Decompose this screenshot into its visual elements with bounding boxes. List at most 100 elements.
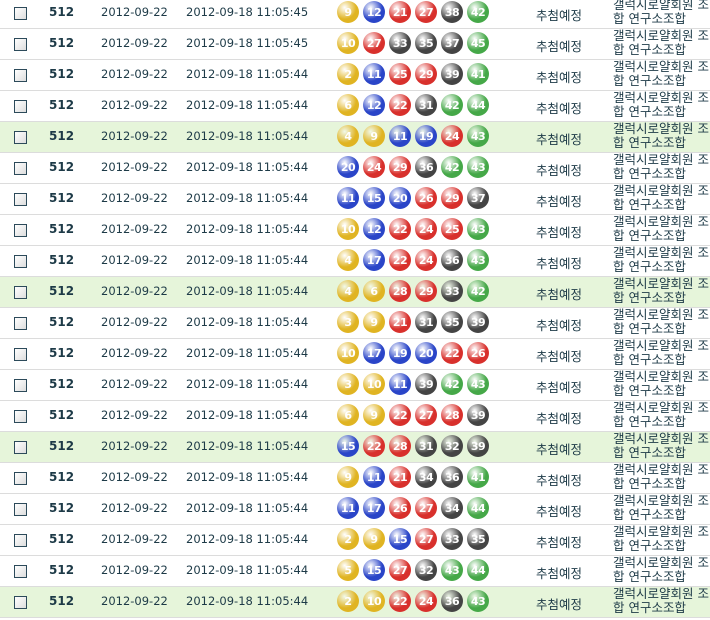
lottery-ball: 11: [337, 497, 359, 519]
lottery-ball: 35: [415, 32, 437, 54]
row-checkbox[interactable]: [14, 7, 27, 20]
draw-status: 추첨예정: [536, 597, 583, 612]
draw-status: 추첨예정: [536, 194, 583, 209]
lottery-ball: 4: [337, 280, 359, 302]
round-number: 512: [49, 98, 75, 112]
lottery-ball: 36: [441, 590, 463, 612]
table-row: 512 2012-09-22 2012-09-18 11:05:44 11 17 26 27…: [0, 494, 710, 525]
combination-name: 갤럭시로얄회원 조합 연구소조합: [613, 0, 709, 26]
created-datetime: 2012-09-18 11:05:44: [186, 98, 309, 112]
round-number: 512: [49, 160, 75, 174]
round-number: 512: [49, 67, 75, 81]
combination-name: 갤럭시로얄회원 조합 연구소조합: [613, 90, 709, 119]
draw-date: 2012-09-22: [101, 408, 168, 422]
draw-date: 2012-09-22: [101, 191, 168, 205]
lottery-ball: 31: [415, 94, 437, 116]
lottery-balls: 3 10 11 39 42 43: [337, 373, 489, 395]
lottery-ball: 15: [363, 187, 385, 209]
round-number: 512: [49, 5, 75, 19]
lottery-ball: 43: [467, 373, 489, 395]
row-checkbox[interactable]: [14, 565, 27, 578]
lottery-ball: 21: [389, 1, 411, 23]
lottery-ball: 15: [363, 559, 385, 581]
table-row: 512 2012-09-22 2012-09-18 11:05:44 15 22 28 31…: [0, 432, 710, 463]
row-checkbox[interactable]: [14, 255, 27, 268]
row-checkbox[interactable]: [14, 193, 27, 206]
table-row: 512 2012-09-22 2012-09-18 11:05:44 3 10 11 39 4…: [0, 370, 710, 401]
lottery-ball: 42: [441, 156, 463, 178]
table-row: 512 2012-09-22 2012-09-18 11:05:44 2 10 22 24 3…: [0, 587, 710, 618]
combination-name: 갤럭시로얄회원 조합 연구소조합: [613, 245, 709, 274]
row-checkbox[interactable]: [14, 410, 27, 423]
created-datetime: 2012-09-18 11:05:44: [186, 563, 309, 577]
row-checkbox[interactable]: [14, 348, 27, 361]
row-checkbox[interactable]: [14, 69, 27, 82]
combination-name: 갤럭시로얄회원 조합 연구소조합: [613, 400, 709, 429]
table-row: 512 2012-09-22 2012-09-18 11:05:44 2 9 15 27 33…: [0, 525, 710, 556]
combination-name: 갤럭시로얄회원 조합 연구소조합: [613, 152, 709, 181]
lottery-balls: 11 17 26 27 34 44: [337, 497, 489, 519]
round-number: 512: [49, 284, 75, 298]
round-number: 512: [49, 377, 75, 391]
lottery-balls: 4 9 11 19 24 43: [337, 125, 489, 147]
draw-date: 2012-09-22: [101, 5, 168, 19]
lottery-ball: 39: [467, 311, 489, 333]
lottery-ball: 20: [389, 187, 411, 209]
draw-status: 추첨예정: [536, 318, 583, 333]
lottery-ball: 43: [467, 125, 489, 147]
combination-name: 갤럭시로얄회원 조합 연구소조합: [613, 59, 709, 88]
combination-name: 갤럭시로얄회원 조합 연구소조합: [613, 555, 709, 584]
lottery-ball: 29: [415, 280, 437, 302]
created-datetime: 2012-09-18 11:05:44: [186, 532, 309, 546]
round-number: 512: [49, 36, 75, 50]
row-checkbox[interactable]: [14, 441, 27, 454]
row-checkbox[interactable]: [14, 131, 27, 144]
lottery-ball: 20: [415, 342, 437, 364]
row-checkbox[interactable]: [14, 38, 27, 51]
lottery-ball: 9: [363, 311, 385, 333]
lottery-ball: 2: [337, 590, 359, 612]
lottery-ball: 27: [389, 559, 411, 581]
row-checkbox[interactable]: [14, 317, 27, 330]
draw-status: 추첨예정: [536, 349, 583, 364]
row-checkbox[interactable]: [14, 162, 27, 175]
lottery-ball: 12: [363, 218, 385, 240]
lottery-ball: 10: [363, 590, 385, 612]
row-checkbox[interactable]: [14, 379, 27, 392]
draw-status: 추첨예정: [536, 225, 583, 240]
lottery-ball: 17: [363, 249, 385, 271]
lottery-ball: 6: [337, 404, 359, 426]
created-datetime: 2012-09-18 11:05:44: [186, 470, 309, 484]
lottery-ball: 39: [467, 435, 489, 457]
row-checkbox[interactable]: [14, 224, 27, 237]
round-number: 512: [49, 408, 75, 422]
draw-date: 2012-09-22: [101, 315, 168, 329]
lottery-ball: 20: [337, 156, 359, 178]
lottery-balls: 2 10 22 24 36 43: [337, 590, 489, 612]
row-checkbox[interactable]: [14, 286, 27, 299]
lottery-ball: 29: [415, 63, 437, 85]
lottery-ball: 28: [389, 435, 411, 457]
lottery-ball: 22: [389, 590, 411, 612]
row-checkbox[interactable]: [14, 472, 27, 485]
row-checkbox[interactable]: [14, 596, 27, 609]
row-checkbox[interactable]: [14, 100, 27, 113]
draw-status: 추첨예정: [536, 101, 583, 116]
round-number: 512: [49, 532, 75, 546]
created-datetime: 2012-09-18 11:05:44: [186, 222, 309, 236]
lottery-ball: 22: [363, 435, 385, 457]
created-datetime: 2012-09-18 11:05:44: [186, 160, 309, 174]
lottery-ball: 32: [441, 435, 463, 457]
lottery-ball: 41: [467, 466, 489, 488]
table-row: 512 2012-09-22 2012-09-18 11:05:44 11 15 20 26…: [0, 184, 710, 215]
combination-name: 갤럭시로얄회원 조합 연구소조합: [613, 28, 709, 57]
row-checkbox[interactable]: [14, 534, 27, 547]
created-datetime: 2012-09-18 11:05:44: [186, 501, 309, 515]
lottery-ball: 42: [467, 280, 489, 302]
lottery-ball: 12: [363, 94, 385, 116]
draw-date: 2012-09-22: [101, 594, 168, 608]
row-checkbox[interactable]: [14, 503, 27, 516]
lottery-ball: 15: [389, 528, 411, 550]
created-datetime: 2012-09-18 11:05:44: [186, 594, 309, 608]
lottery-ball: 17: [363, 342, 385, 364]
